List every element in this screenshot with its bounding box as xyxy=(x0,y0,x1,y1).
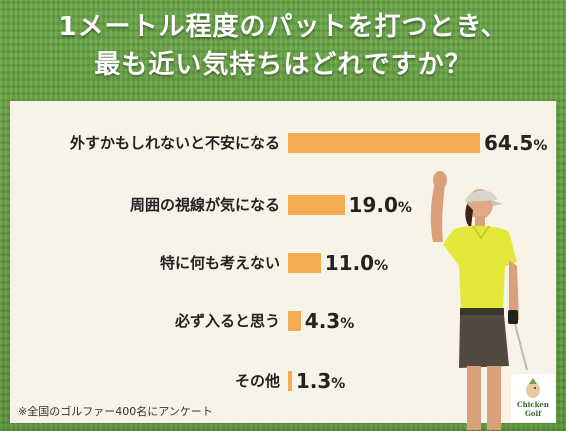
value-unit: % xyxy=(374,258,389,274)
chart-title: 1メートル程度のパットを打つとき、 最も近い気持ちはどれですか？ xyxy=(0,8,566,84)
bar xyxy=(288,253,321,273)
category-label: 特に何も考えない xyxy=(159,254,280,272)
value-label: 19.0% xyxy=(349,193,412,220)
value-unit: % xyxy=(397,200,412,216)
chicken-logo-icon xyxy=(526,378,540,398)
value-unit: % xyxy=(533,138,548,154)
value-label: 1.3% xyxy=(296,369,345,396)
value-label: 64.5% xyxy=(484,131,547,158)
bar xyxy=(288,311,301,331)
logo-text-line-1: Chicken xyxy=(517,400,549,409)
golfer-illustration xyxy=(430,171,528,430)
value-label: 4.3% xyxy=(305,309,354,336)
survey-footnote: ※全国のゴルファー400名にアンケート xyxy=(18,405,213,418)
bar xyxy=(288,133,480,153)
value-number: 64.5 xyxy=(484,131,534,155)
logo-text-line-2: Golf xyxy=(524,409,542,418)
category-label: 必ず入ると思う xyxy=(174,312,280,330)
category-label: 周囲の視線が気になる xyxy=(129,196,280,214)
chart-title-line-1: 1メートル程度のパットを打つとき、 xyxy=(58,12,508,42)
value-number: 1.3 xyxy=(295,369,332,393)
category-label: その他 xyxy=(234,372,280,390)
value-unit: % xyxy=(331,376,346,392)
chart-title-line-2: 最も近い気持ちはどれですか？ xyxy=(94,50,472,80)
value-number: 11.0 xyxy=(324,251,375,275)
chicken-golf-logo: Chicken Golf xyxy=(511,374,555,422)
category-label: 外すかもしれないと不安になる xyxy=(69,134,280,152)
bar xyxy=(288,371,292,391)
value-unit: % xyxy=(340,316,355,332)
value-number: 4.3 xyxy=(304,309,341,333)
bar xyxy=(288,195,345,215)
value-number: 19.0 xyxy=(348,193,398,217)
value-label: 11.0% xyxy=(325,251,388,278)
